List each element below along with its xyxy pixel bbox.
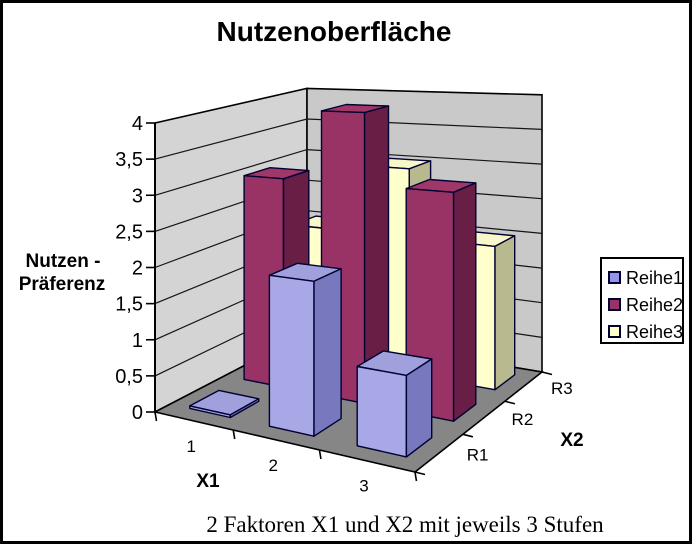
legend-swatch-icon — [608, 271, 621, 284]
series-axis-tick — [414, 471, 426, 476]
category-axis-tick — [414, 471, 418, 482]
bar-Reihe1-cat3-side[interactable] — [405, 358, 433, 458]
series-row-label: R2 — [512, 410, 534, 429]
chart-title: Nutzenoberfläche — [216, 16, 452, 47]
category-label: 2 — [269, 456, 278, 475]
value-axis-tick-label: 0,5 — [115, 366, 143, 388]
gridline — [154, 118, 543, 160]
category-axis-tick — [154, 411, 158, 422]
value-axis-tick-label: 3 — [132, 185, 143, 207]
category-axis-title: X1 — [196, 471, 220, 492]
series-axis-tick — [504, 400, 516, 405]
category-label: 1 — [186, 437, 195, 456]
legend-label: Reihe1 — [626, 267, 684, 288]
series-axis-tick — [541, 371, 553, 376]
value-axis-tick-label: 1 — [132, 330, 143, 352]
value-axis-tick-label: 1,5 — [115, 294, 143, 316]
caption-text: 2 Faktoren X1 und X2 mit jeweils 3 Stufe… — [206, 512, 604, 537]
legend-label: Reihe3 — [626, 321, 684, 342]
value-axis-title-line1: Nutzen - — [26, 251, 101, 272]
gridline — [154, 148, 543, 196]
series-row-label: R1 — [467, 446, 489, 465]
value-axis-tick-label: 2 — [132, 258, 143, 280]
legend-swatch-icon — [608, 325, 621, 338]
category-axis-tick — [318, 449, 322, 460]
bar-Reihe1-cat2-front[interactable] — [268, 274, 315, 437]
bar-Reihe1-cat3-front[interactable] — [356, 365, 408, 458]
legend-item-Reihe1[interactable]: Reihe1 — [602, 264, 684, 291]
series-axis-title: X2 — [560, 430, 583, 451]
legend-swatch-icon — [608, 298, 621, 311]
value-axis-tick-label: 0 — [132, 402, 143, 424]
bar-Reihe1-cat2-side[interactable] — [313, 268, 342, 437]
legend-item-Reihe3[interactable]: Reihe3 — [602, 318, 684, 345]
bar-Reihe3-cat3-side[interactable] — [494, 235, 516, 391]
legend[interactable]: Reihe1 Reihe2 Reihe3 — [600, 257, 684, 344]
bar-Reihe2-cat3-side[interactable] — [452, 182, 477, 422]
category-axis-tick — [232, 429, 236, 440]
value-axis-tick-label: 2,5 — [115, 221, 143, 243]
bar-Reihe1-cat1-side[interactable] — [229, 398, 260, 419]
value-axis-tick-label: 4 — [132, 113, 143, 135]
category-label: 3 — [359, 477, 368, 496]
legend-item-Reihe2[interactable]: Reihe2 — [602, 291, 684, 318]
series-axis-tick — [462, 433, 474, 438]
value-axis-tick-label: 3,5 — [115, 149, 143, 171]
series-row-label: R3 — [551, 379, 573, 398]
value-axis-title-line2: Präferenz — [19, 274, 106, 295]
legend-label: Reihe2 — [626, 294, 684, 315]
